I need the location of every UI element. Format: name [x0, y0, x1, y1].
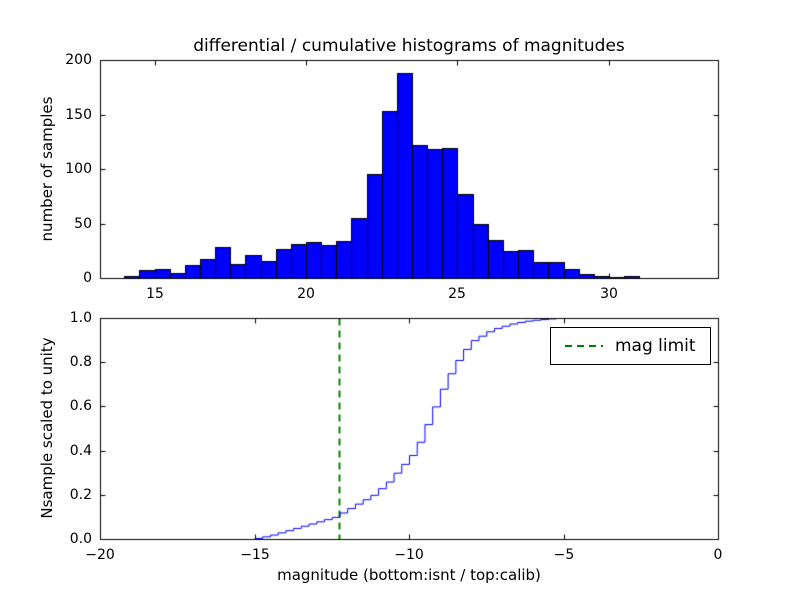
- y-tick-label: 0.8: [69, 354, 92, 370]
- x-tick-label: −15: [240, 547, 270, 563]
- y-tick-label: 0.2: [69, 487, 92, 503]
- y-tick-label: 100: [65, 161, 92, 177]
- y-tick-label: 0.6: [69, 398, 92, 414]
- y-tick-label: 150: [65, 107, 92, 123]
- y-tick-label: 1.0: [69, 310, 92, 326]
- top-plot-title: differential / cumulative histograms of …: [193, 36, 625, 56]
- y-tick-label: 0.0: [69, 531, 92, 547]
- bottom-plot-ylabel: Nsample scaled to unity: [38, 337, 56, 519]
- y-tick-label: 0: [83, 270, 92, 286]
- y-tick-label: 200: [65, 52, 92, 68]
- x-tick-label: −5: [553, 547, 575, 563]
- x-tick-label: 30: [600, 286, 618, 302]
- dashed-line-icon: [565, 345, 603, 347]
- y-tick-label: 50: [74, 216, 92, 232]
- top-plot-ylabel: number of samples: [38, 96, 56, 242]
- x-tick-label: 25: [448, 286, 466, 302]
- y-tick-label: 0.4: [69, 443, 92, 459]
- x-tick-label: 0: [713, 547, 723, 563]
- x-tick-label: 15: [146, 286, 164, 302]
- x-tick-label: 20: [297, 286, 315, 302]
- x-tick-label: −10: [394, 547, 424, 563]
- x-tick-label: −20: [85, 547, 115, 563]
- legend: mag limit: [550, 327, 711, 365]
- bottom-plot-xlabel: magnitude (bottom:isnt / top:calib): [277, 566, 541, 584]
- legend-label: mag limit: [615, 336, 696, 356]
